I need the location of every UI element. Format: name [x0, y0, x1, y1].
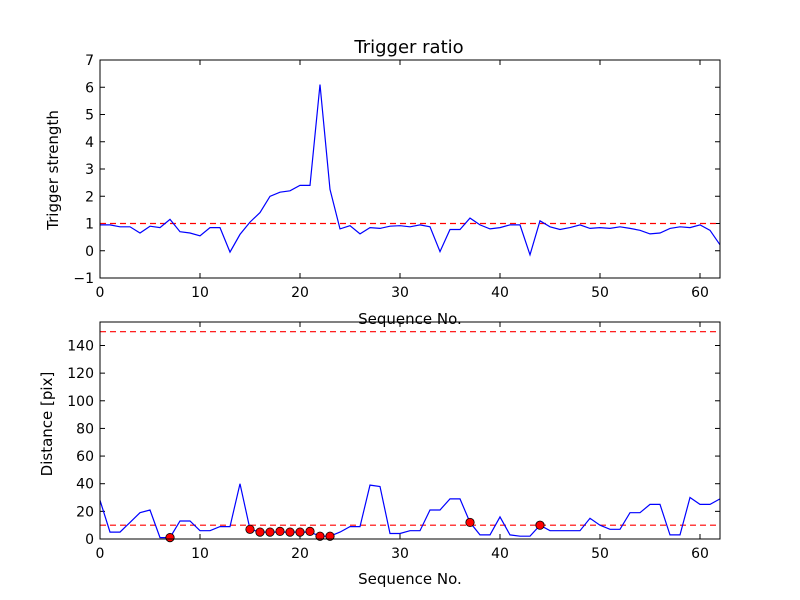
x-tick-label: 30: [391, 285, 409, 301]
y-tick-label: 1: [85, 217, 94, 233]
x-tick-label: 40: [491, 285, 509, 301]
data-point-marker: [275, 526, 285, 536]
x-tick-label: 20: [291, 285, 309, 301]
y-tick-label: −1: [73, 271, 94, 287]
y-tick-label: 60: [76, 449, 94, 465]
x-tick-label: 50: [591, 546, 609, 562]
y-tick-label: 2: [85, 189, 94, 205]
plot-lines: [99, 331, 721, 539]
y-tick-label: 3: [85, 162, 94, 178]
x-axis-label: Sequence No.: [358, 310, 462, 328]
y-tick-label: 5: [85, 108, 94, 124]
y-axis-label: Trigger strength: [44, 110, 62, 231]
data-point-marker: [245, 524, 255, 534]
axis-ticks: 0 10 20 30 40 50 60 0 20 40 60 80 100 120 140: [67, 322, 720, 562]
y-tick-label: 0: [85, 532, 94, 548]
plot-frame: [99, 321, 721, 540]
data-point-marker: [465, 517, 475, 528]
data-point-marker: [305, 526, 315, 536]
x-tick-label: 40: [491, 546, 509, 562]
trigger-ratio-chart: Trigger ratio Sequence No. Trigger stren…: [44, 37, 721, 328]
x-tick-label: 0: [96, 546, 105, 562]
y-tick-label: 0: [85, 244, 94, 260]
y-tick-label: 80: [76, 421, 94, 437]
chart-title: Trigger ratio: [353, 37, 463, 58]
data-point-marker: [535, 520, 545, 530]
x-axis-label: Sequence No.: [358, 570, 462, 588]
x-tick-label: 60: [691, 546, 709, 562]
data-point-marker: [325, 531, 335, 541]
plot-lines: [100, 84, 721, 257]
data-point-marker: [265, 527, 275, 537]
x-tick-label: 50: [591, 285, 609, 301]
data-point-marker: [165, 533, 175, 543]
y-tick-label: 4: [85, 135, 94, 151]
y-tick-label: 120: [67, 366, 94, 382]
y-tick-label: 100: [67, 394, 94, 410]
x-tick-label: 60: [691, 285, 709, 301]
x-tick-label: 10: [191, 546, 209, 562]
data-point-marker: [315, 531, 325, 541]
y-tick-label: 7: [85, 53, 94, 69]
data-point-marker: [295, 527, 305, 537]
plot-markers: [165, 517, 545, 543]
x-tick-label: 20: [291, 546, 309, 562]
x-tick-label: 10: [191, 285, 209, 301]
y-tick-label: 6: [85, 80, 94, 96]
data-point-marker: [285, 527, 295, 537]
series-line: [100, 84, 721, 257]
plot-frame: [99, 59, 721, 279]
x-tick-label: 30: [391, 546, 409, 562]
distance-chart: Sequence No. Distance [pix] 0 10 20 30 40 50 6…: [38, 321, 721, 588]
data-point-marker: [255, 527, 265, 537]
x-tick-label: 0: [96, 285, 105, 301]
series-line: [99, 483, 721, 539]
y-tick-label: 40: [76, 477, 94, 493]
y-axis-label: Distance [pix]: [38, 372, 56, 477]
y-tick-label: 20: [76, 504, 94, 520]
y-tick-label: 140: [67, 338, 94, 354]
